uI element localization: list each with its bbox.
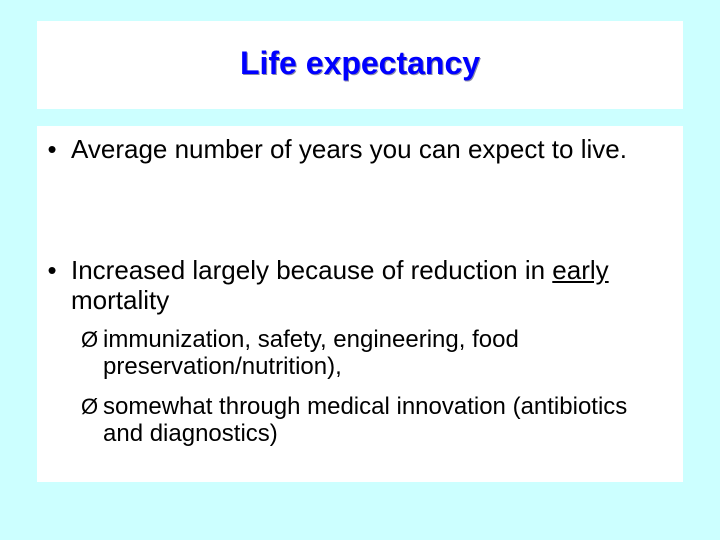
bullet-text-start: Increased largely because of reduction i… <box>71 255 553 285</box>
arrow-bullet-icon: Ø <box>81 327 99 352</box>
sub-bullet-text: immunization, safety, engineering, food … <box>103 326 519 380</box>
bullet-text: Average number of years you can expect t… <box>71 134 627 164</box>
bullet-marker: • <box>47 255 57 285</box>
slide-title: Life expectancy <box>239 45 481 81</box>
bullet-text: Increased largely because of reduction i… <box>71 255 671 315</box>
content-panel: • Average number of years you can expect… <box>37 126 683 482</box>
title-panel: Life expectancy <box>37 21 683 109</box>
bullet-text-end: mortality <box>71 285 170 315</box>
underlined-word: early <box>552 255 609 285</box>
arrow-bullet-icon: Ø <box>81 394 99 419</box>
sub-bullet-text: somewhat through medical innovation (ant… <box>103 393 628 447</box>
bullet-marker: • <box>47 134 57 164</box>
